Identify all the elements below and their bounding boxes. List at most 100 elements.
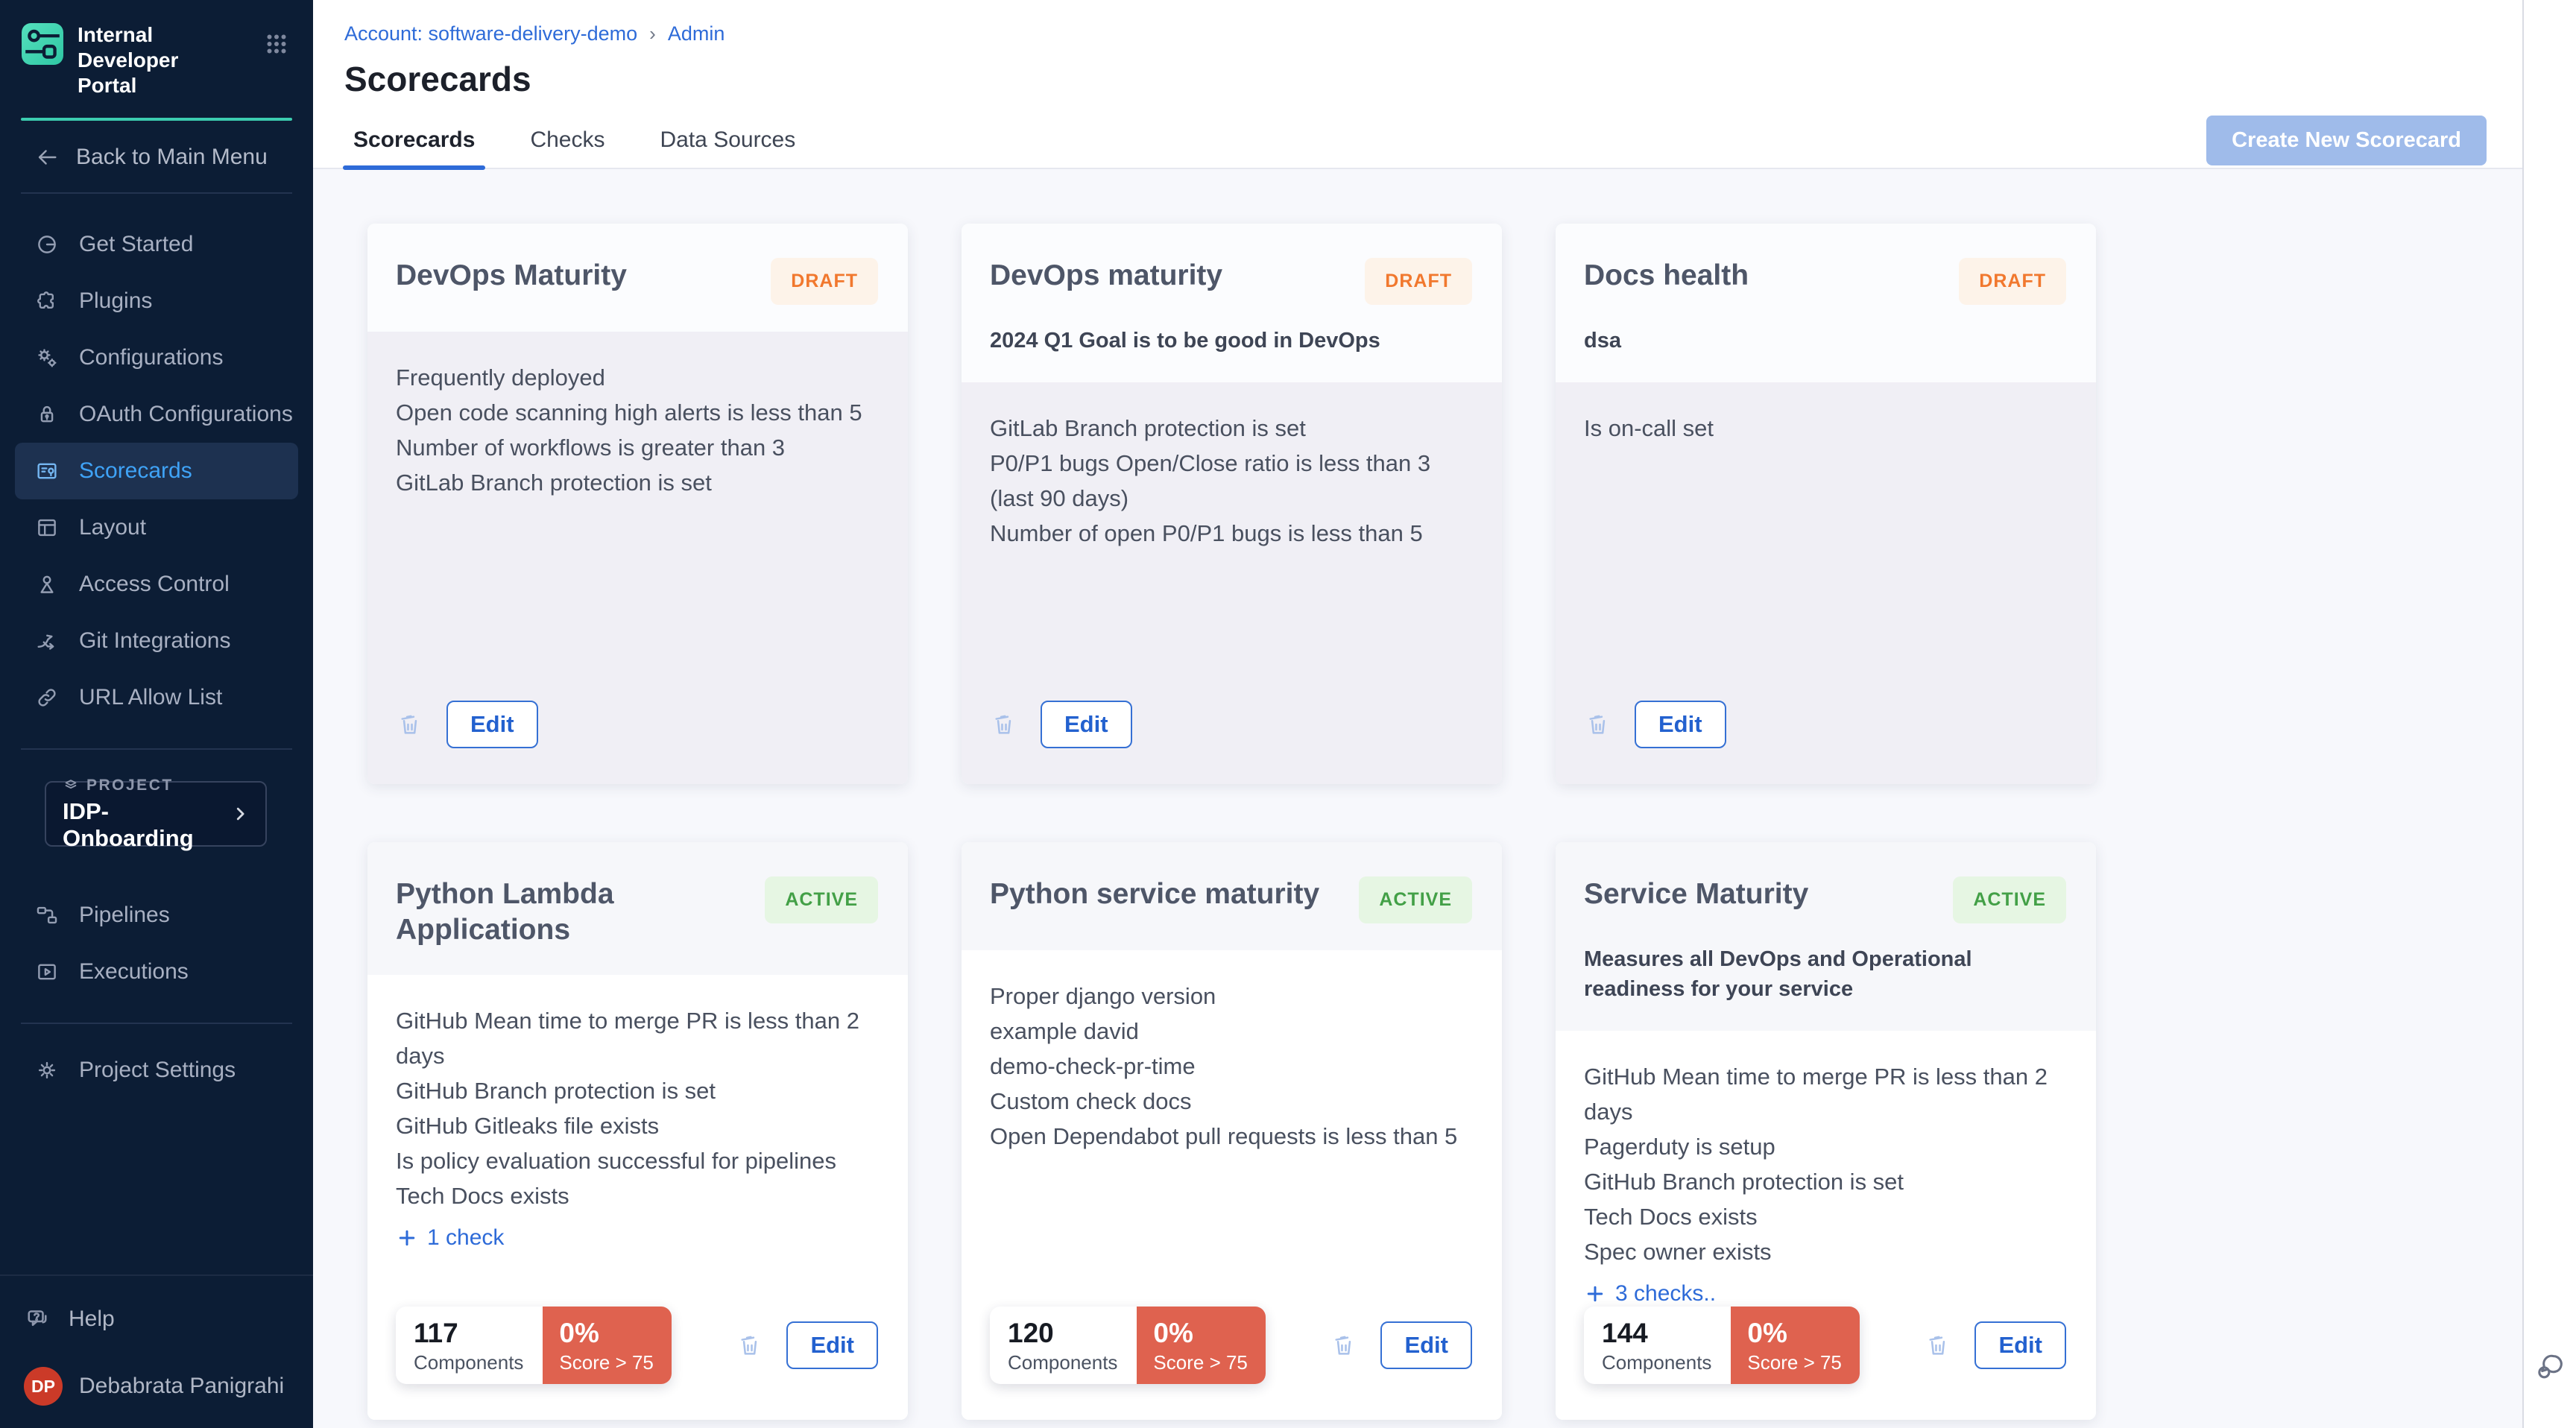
create-new-scorecard-button[interactable]: Create New Scorecard (2206, 115, 2487, 165)
help-chat-icon (24, 1306, 51, 1333)
scorecard-card: DevOps maturity DRAFT 2024 Q1 Goal is to… (962, 224, 1502, 784)
checks-list: GitHub Mean time to merge PR is less tha… (1584, 1059, 2066, 1269)
delete-scorecard-button[interactable] (1330, 1328, 1361, 1362)
sidebar-item-layout[interactable]: Layout (15, 499, 298, 556)
check-item: Is policy evaluation successful for pipe… (396, 1148, 837, 1174)
sidebar-item-pipelines[interactable]: Pipelines (15, 887, 298, 944)
check-item: Custom check docs (990, 1088, 1192, 1114)
app-switcher-grid-icon[interactable] (262, 30, 291, 60)
delete-scorecard-button[interactable] (736, 1328, 767, 1362)
tab-data-sources[interactable]: Data Sources (660, 127, 796, 152)
breadcrumb-link-0[interactable]: Account: software-delivery-demo (344, 22, 638, 45)
check-item: example david (990, 1018, 1139, 1044)
status-badge: ACTIVE (765, 876, 878, 923)
sidebar-item-executions[interactable]: Executions (15, 944, 298, 1000)
oauth-icon (34, 402, 60, 427)
edit-scorecard-button[interactable]: Edit (786, 1321, 878, 1369)
pipelines-icon (34, 903, 60, 928)
main-area: Account: software-delivery-demo › Admin Sc… (313, 0, 2522, 1428)
idp-logo-icon (21, 22, 64, 66)
sidebar-item-configurations[interactable]: Configurations (15, 329, 298, 386)
sidebar-item-access-control[interactable]: Access Control (15, 556, 298, 613)
scorecard-card: Python Lambda Applications ACTIVE GitHub… (367, 842, 908, 1420)
scorecard-title: Python Lambda Applications (396, 878, 614, 946)
plus-icon (1584, 1283, 1606, 1305)
score-percent: 0% (1747, 1318, 1787, 1348)
access-control-icon (34, 572, 60, 597)
check-item: Tech Docs exists (396, 1183, 569, 1209)
scorecard-title: Python service maturity (990, 878, 1320, 910)
sidebar-bottom: Help DP Debabrata Panigrahi (0, 1274, 313, 1428)
delete-scorecard-button[interactable] (1584, 707, 1615, 742)
scorecard-title: DevOps maturity (990, 259, 1223, 291)
sidebar-item-git-integrations[interactable]: Git Integrations (15, 613, 298, 669)
app-title: Internal Developer Portal (78, 23, 179, 97)
scorecard-title: DevOps Maturity (396, 259, 627, 291)
components-count: 117 (414, 1318, 458, 1348)
checks-list: GitHub Mean time to merge PR is less tha… (396, 1003, 878, 1213)
layout-icon (34, 515, 60, 540)
edit-scorecard-button[interactable]: Edit (1380, 1321, 1472, 1369)
check-item: Is on-call set (1584, 415, 1714, 441)
sidebar-settings-menu: Project Settings (0, 1024, 313, 1099)
status-badge: ACTIVE (1359, 876, 1472, 923)
check-item: GitHub Branch protection is set (1584, 1169, 1904, 1195)
check-item: Proper django version (990, 983, 1216, 1009)
check-item: Frequently deployed (396, 364, 605, 391)
components-count: 120 (1008, 1318, 1054, 1348)
check-item: Number of workflows is greater than 3 (396, 435, 786, 461)
checks-list: Frequently deployed Open code scanning hi… (396, 360, 878, 500)
back-to-main-menu[interactable]: Back to Main Menu (0, 121, 313, 192)
score-threshold-label: Score > 75 (559, 1351, 654, 1374)
sidebar-item-plugins[interactable]: Plugins (15, 273, 298, 329)
card-footer: 144 Components 0% Score > 75 Edit (1584, 1307, 2066, 1420)
configurations-icon (34, 345, 60, 370)
project-selector[interactable]: PROJECT IDP-Onboarding (45, 777, 267, 851)
executions-icon (34, 959, 60, 985)
sidebar-item-project-settings[interactable]: Project Settings (15, 1042, 298, 1099)
card-footer: 120 Components 0% Score > 75 Edit (990, 1307, 1472, 1420)
check-item: Open Dependabot pull requests is less th… (990, 1123, 1458, 1149)
get-started-icon (34, 232, 60, 257)
project-name: IDP-Onboarding (63, 797, 194, 851)
delete-scorecard-button[interactable] (990, 707, 1021, 742)
scorecards-grid: DevOps Maturity DRAFT Frequently deploye… (313, 169, 2522, 1428)
sidebar-item-url-allow-list[interactable]: URL Allow List (15, 669, 298, 726)
status-badge: DRAFT (1959, 258, 2066, 305)
more-checks-link[interactable]: 3 checks.. (1584, 1281, 2066, 1307)
checks-list: GitLab Branch protection is set P0/P1 bug… (990, 411, 1472, 551)
delete-scorecard-button[interactable] (1924, 1328, 1955, 1362)
check-item: P0/P1 bugs Open/Close ratio is less than… (990, 450, 1431, 511)
card-footer: Edit (1584, 701, 2066, 784)
git-integrations-icon (34, 628, 60, 654)
help-button[interactable]: Help (24, 1306, 292, 1333)
sidebar-item-scorecards[interactable]: Scorecards (15, 443, 298, 499)
scorecard-description: dsa (1584, 329, 1621, 353)
sidebar-accent-rule (21, 118, 292, 121)
check-item: GitHub Mean time to merge PR is less tha… (1584, 1064, 2048, 1125)
edit-scorecard-button[interactable]: Edit (446, 701, 538, 748)
help-label: Help (69, 1307, 115, 1331)
sidebar-item-get-started[interactable]: Get Started (15, 216, 298, 273)
breadcrumb-link-1[interactable]: Admin (667, 22, 725, 45)
edit-scorecard-button[interactable]: Edit (1041, 701, 1132, 748)
tab-scorecards[interactable]: Scorecards (342, 112, 486, 170)
chevron-right-icon (230, 803, 252, 825)
plus-icon (396, 1227, 418, 1249)
support-chat-icon[interactable] (2533, 1350, 2567, 1386)
checks-list: Proper django version example david demo-c… (990, 979, 1472, 1154)
check-item: Pagerduty is setup (1584, 1134, 1775, 1160)
check-item: Number of open P0/P1 bugs is less than 5 (990, 520, 1423, 546)
card-footer: 117 Components 0% Score > 75 Edit (396, 1307, 878, 1420)
tab-checks[interactable]: Checks (530, 127, 605, 152)
more-checks-link[interactable]: 1 check (396, 1225, 878, 1251)
delete-scorecard-button[interactable] (396, 707, 427, 742)
user-menu[interactable]: DP Debabrata Panigrahi (24, 1367, 292, 1406)
plugins-icon (34, 288, 60, 314)
edit-scorecard-button[interactable]: Edit (1635, 701, 1726, 748)
sidebar-divider (21, 1023, 292, 1024)
edit-scorecard-button[interactable]: Edit (1974, 1321, 2066, 1369)
sidebar-item-oauth-configurations[interactable]: OAuth Configurations (15, 386, 298, 443)
scorecard-card: Python service maturity ACTIVE Proper dj… (962, 842, 1502, 1420)
card-footer: Edit (396, 701, 878, 784)
